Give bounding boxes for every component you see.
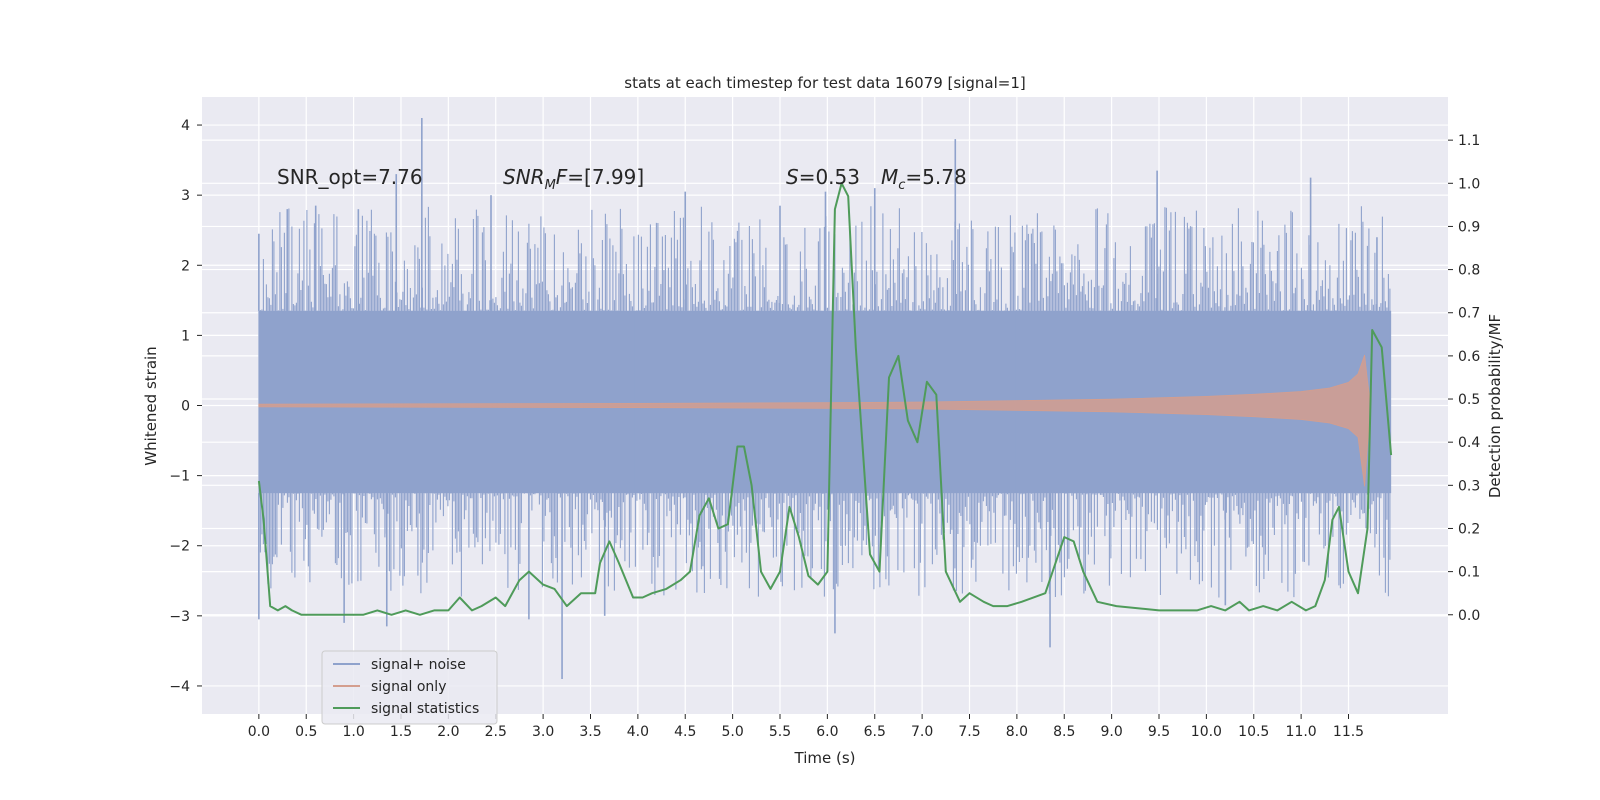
x-tick-label: 7.5 [958, 724, 980, 740]
annotation-s-symbol: S [786, 165, 799, 189]
x-tick-label: 10.0 [1191, 724, 1222, 740]
legend: signal+ noise signal only signal statist… [321, 650, 498, 725]
annotation-snr-mf-subscript: M [545, 178, 556, 193]
x-tick-label: 6.0 [816, 724, 838, 740]
annotation-mc-value: =5.78 [905, 165, 966, 189]
y-left-tick-label: −1 [169, 469, 190, 485]
y-right-tick-label: 0.8 [1458, 263, 1480, 279]
x-axis-ticks: 0.0 0.5 1.0 1.5 2.0 2.5 3.0 3.5 4.0 4.5 5.0 5.5 6.0 6… [248, 714, 1364, 740]
y-right-tick-label: 0.5 [1458, 392, 1480, 408]
y-right-tick-label: 1.0 [1458, 176, 1480, 192]
y-left-tick-label: 0 [181, 399, 190, 415]
x-tick-label: 8.5 [1053, 724, 1075, 740]
x-tick-label: 7.0 [911, 724, 933, 740]
x-tick-label: 11.0 [1286, 724, 1317, 740]
x-tick-label: 9.0 [1100, 724, 1122, 740]
annotation-mc-symbol: M [881, 165, 898, 189]
x-tick-label: 2.5 [485, 724, 507, 740]
y-axis-left-ticks: 4 3 2 1 0 −1 −2 −3 −4 [169, 118, 202, 695]
x-tick-label: 5.5 [769, 724, 791, 740]
annotation-s: S=0.53 [786, 165, 860, 189]
x-tick-label: 6.5 [864, 724, 886, 740]
y-left-tick-label: −2 [169, 539, 190, 555]
y-axis-right-ticks: 1.1 1.0 0.9 0.8 0.7 0.6 0.5 0.4 0.3 0.2 0.1 0.0 [1448, 133, 1480, 624]
x-axis-label: Time (s) [794, 749, 856, 767]
y-right-tick-label: 0.6 [1458, 349, 1480, 365]
signal-statistics-line [257, 182, 1393, 616]
chart-title: stats at each timestep for test data 160… [624, 74, 1025, 92]
legend-label-signal-only: signal only [371, 679, 446, 695]
x-tick-label: 3.0 [532, 724, 554, 740]
y-left-tick-label: 3 [181, 188, 190, 204]
annotation-snr-opt: SNR_opt=7.76 [277, 165, 423, 189]
x-tick-label: 10.5 [1238, 724, 1269, 740]
x-tick-label: 1.0 [342, 724, 364, 740]
legend-box [321, 650, 498, 725]
y-left-tick-label: −4 [169, 679, 190, 695]
y-left-tick-label: 4 [181, 118, 190, 134]
x-tick-label: 9.5 [1148, 724, 1170, 740]
annotation-snr-mf-symbol: SNR [503, 165, 545, 189]
x-tick-label: 4.5 [674, 724, 696, 740]
annotation-snr-mf: SNRMF=[7.99] [503, 165, 644, 193]
legend-label-signal-noise: signal+ noise [371, 657, 466, 673]
y-right-tick-label: 0.0 [1458, 608, 1480, 624]
y-left-tick-label: −3 [169, 609, 190, 625]
x-tick-label: 4.0 [627, 724, 649, 740]
y-right-tick-label: 0.9 [1458, 219, 1480, 235]
annotation-mc: Mc=5.78 [881, 165, 967, 193]
plot-area [257, 118, 1393, 679]
y-left-tick-label: 2 [181, 258, 190, 274]
y-right-tick-label: 0.3 [1458, 478, 1480, 494]
annotation-snr-mf-value: =[7.99] [567, 165, 644, 189]
y-right-tick-label: 0.4 [1458, 435, 1480, 451]
x-tick-label: 8.0 [1006, 724, 1028, 740]
annotation-s-value: =0.53 [799, 165, 860, 189]
y-axis-left-label: Whitened strain [142, 346, 160, 465]
y-right-tick-label: 0.1 [1458, 565, 1480, 581]
legend-label-signal-statistics: signal statistics [371, 701, 479, 717]
x-tick-label: 3.5 [579, 724, 601, 740]
x-tick-label: 2.0 [437, 724, 459, 740]
x-tick-label: 11.5 [1333, 724, 1364, 740]
annotation-snr-mf-f: F [556, 165, 568, 189]
y-left-tick-label: 1 [181, 328, 190, 344]
annotation-mc-subscript: c [898, 178, 905, 193]
y-right-tick-label: 0.7 [1458, 306, 1480, 322]
y-right-tick-label: 1.1 [1458, 133, 1480, 149]
x-tick-label: 0.0 [248, 724, 270, 740]
x-tick-label: 1.5 [390, 724, 412, 740]
x-tick-label: 5.0 [721, 724, 743, 740]
y-right-tick-label: 0.2 [1458, 521, 1480, 537]
y-axis-right-label: Detection probability/MF [1486, 314, 1504, 498]
x-tick-label: 0.5 [295, 724, 317, 740]
